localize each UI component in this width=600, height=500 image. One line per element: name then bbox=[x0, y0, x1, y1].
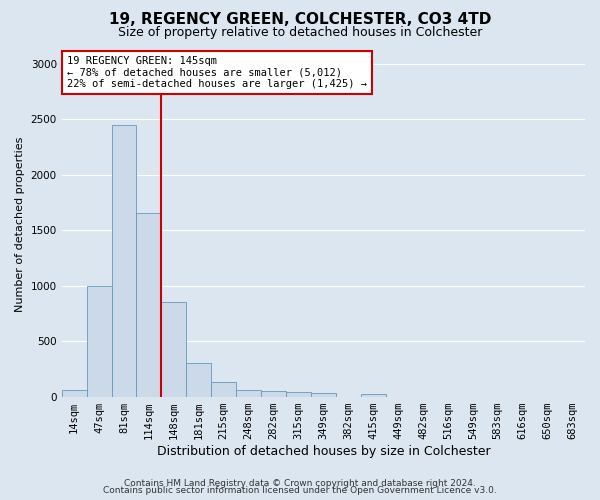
Bar bbox=[361, 394, 386, 396]
Bar bbox=[112, 124, 136, 396]
Text: Contains public sector information licensed under the Open Government Licence v3: Contains public sector information licen… bbox=[103, 486, 497, 495]
Bar bbox=[311, 392, 336, 396]
Bar bbox=[186, 364, 211, 396]
Bar bbox=[86, 286, 112, 397]
Bar bbox=[261, 391, 286, 396]
Bar bbox=[286, 392, 311, 396]
Bar bbox=[236, 390, 261, 396]
Bar bbox=[211, 382, 236, 396]
Bar bbox=[161, 302, 186, 396]
Bar bbox=[62, 390, 86, 396]
Y-axis label: Number of detached properties: Number of detached properties bbox=[15, 137, 25, 312]
Bar bbox=[136, 214, 161, 396]
Text: 19 REGENCY GREEN: 145sqm
← 78% of detached houses are smaller (5,012)
22% of sem: 19 REGENCY GREEN: 145sqm ← 78% of detach… bbox=[67, 56, 367, 89]
Text: Size of property relative to detached houses in Colchester: Size of property relative to detached ho… bbox=[118, 26, 482, 39]
Text: Contains HM Land Registry data © Crown copyright and database right 2024.: Contains HM Land Registry data © Crown c… bbox=[124, 478, 476, 488]
Text: 19, REGENCY GREEN, COLCHESTER, CO3 4TD: 19, REGENCY GREEN, COLCHESTER, CO3 4TD bbox=[109, 12, 491, 28]
X-axis label: Distribution of detached houses by size in Colchester: Distribution of detached houses by size … bbox=[157, 444, 490, 458]
